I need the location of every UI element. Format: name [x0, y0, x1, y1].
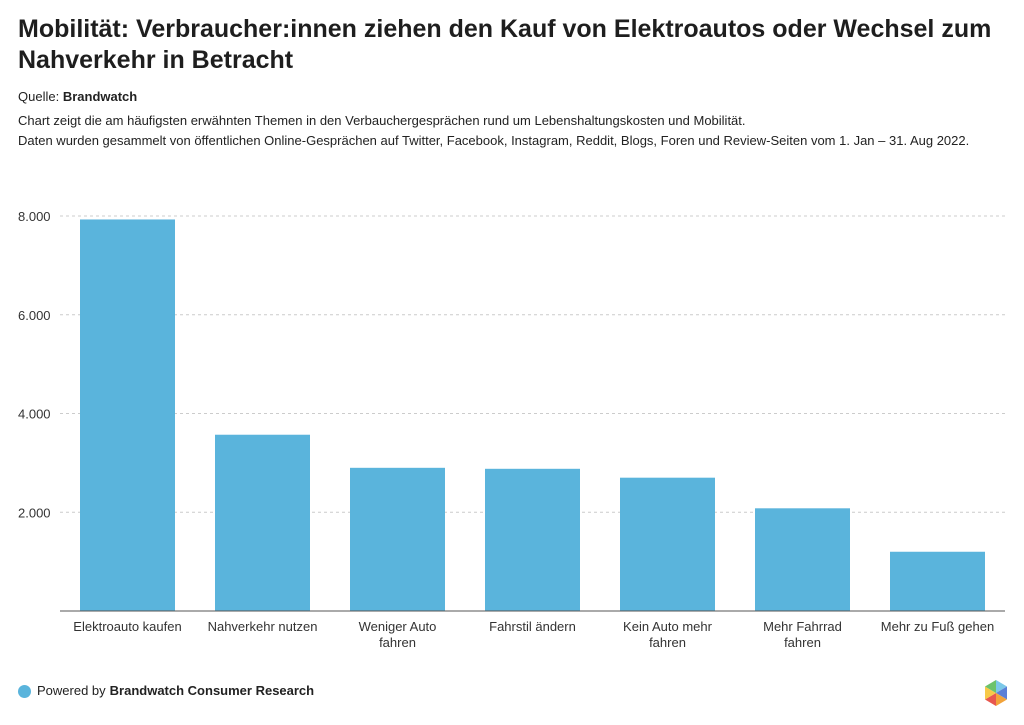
bar	[215, 434, 310, 611]
chart-title: Mobilität: Verbraucher:innen ziehen den …	[18, 15, 992, 74]
x-tick-label: Kein Auto mehr fahren	[623, 619, 713, 650]
description-line-1: Chart zeigt die am häufigsten erwähnten …	[18, 113, 746, 128]
y-tick-label: 8.000	[18, 209, 51, 224]
bars	[80, 219, 985, 612]
x-tick-label: Mehr Fahrrad fahren	[763, 619, 842, 650]
x-tick-label-line: Mehr zu Fuß gehen	[881, 619, 994, 634]
y-tick-label: 4.000	[18, 407, 51, 422]
y-tick-label: 2.000	[18, 505, 51, 520]
x-tick-label-line: Mehr Fahrrad	[763, 619, 842, 634]
x-tick-label: Nahverkehr nutzen	[208, 619, 318, 634]
x-tick-label: Elektroauto kaufen	[73, 619, 181, 634]
source-name: Brandwatch	[62, 89, 138, 104]
brandwatch-logo-icon	[985, 680, 1007, 706]
x-tick-label: Weniger Auto fahren	[359, 619, 437, 650]
chart-description: Chart zeigt die am häufigsten erwähnten …	[18, 111, 1008, 151]
x-tick-label: Mehr zu Fuß gehen	[881, 619, 994, 634]
x-tick-label-line: fahren	[649, 635, 686, 650]
footer: Powered by Brandwatch Consumer Research	[18, 682, 314, 700]
y-tick-label: 6.000	[18, 308, 51, 323]
footer-brand: Brandwatch Consumer Research	[109, 683, 315, 698]
brand-dot-icon	[18, 684, 31, 698]
x-tick-label-line: Elektroauto kaufen	[73, 619, 181, 634]
footer-prefix: Powered by	[37, 683, 106, 698]
x-tick-label-line: Weniger Auto	[359, 619, 437, 634]
labels: 2.000 4.000 6.000 8.000 Elektroauto kaufen Na…	[18, 209, 994, 650]
x-tick-label-line: Kein Auto mehr	[623, 619, 713, 634]
gridlines	[60, 215, 1005, 513]
x-tick-label-line: fahren	[379, 635, 416, 650]
bar	[755, 508, 850, 611]
bar	[890, 551, 985, 611]
description-line-2: Daten wurden gesammelt von öffentlichen …	[18, 133, 970, 148]
x-tick-label-line: Fahrstil ändern	[489, 619, 576, 634]
source-prefix: Quelle:	[18, 89, 60, 104]
source-line: Quelle: Brandwatch	[18, 88, 137, 106]
x-tick-label: Fahrstil ändern	[489, 619, 576, 634]
bar-chart: 2.000 4.000 6.000 8.000 Elektroauto kaufen Na…	[18, 209, 1005, 650]
x-tick-label-line: Nahverkehr nutzen	[208, 619, 318, 634]
x-tick-label-line: fahren	[784, 635, 821, 650]
bar	[350, 467, 445, 611]
bar	[620, 477, 715, 611]
bar	[80, 219, 175, 612]
bar	[485, 468, 580, 611]
